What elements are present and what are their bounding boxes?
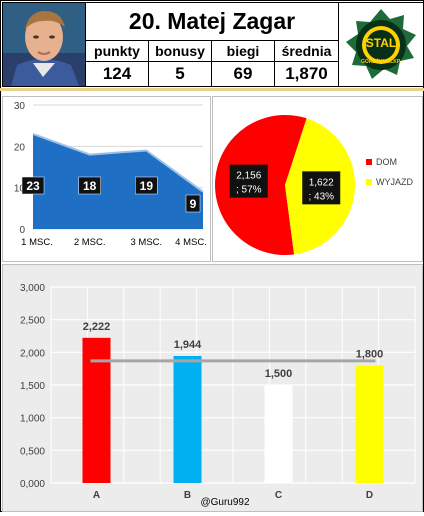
bar-x-tick-label: A <box>93 490 100 501</box>
player-photo <box>2 2 86 87</box>
pie-data-label-percent: ; 43% <box>308 191 334 202</box>
area-x-tick-label: 1 MSC. <box>21 237 53 248</box>
pie-data-label: 2,156 ; 57% <box>229 164 268 198</box>
area-data-label: 9 <box>185 194 201 213</box>
area-series <box>33 133 203 229</box>
bar-y-tick-label: 1,000 <box>20 414 45 425</box>
col-header-punkty: punkty <box>85 40 149 62</box>
area-data-label-box <box>21 176 45 195</box>
bar-data-label: 1,800 <box>356 348 384 360</box>
bar-x-tick-label: B <box>184 490 191 501</box>
value-punkty: 124 <box>85 61 149 87</box>
area-x-tick-label: 3 MSC. <box>130 237 162 248</box>
watermark: @Guru992 <box>200 497 250 508</box>
area-data-label-box <box>135 176 158 195</box>
area-y-tick-label: 10 <box>14 184 26 195</box>
pie-legend-swatch <box>366 159 372 165</box>
area-data-label: 19 <box>135 176 158 195</box>
area-y-tick-label: 0 <box>19 225 25 236</box>
value-srednia: 1,870 <box>274 61 339 87</box>
col-header-bonusy: bonusy <box>148 40 212 62</box>
bar-chart-panel: 2,222 1,944 1,500 1,800 0,000 0,500 1,000 1,50… <box>2 264 423 512</box>
pie-chart-panel: 2,156 ; 57% 1,622 ; 43% DOM WYJAZD <box>212 96 423 262</box>
area-data-label-text: 9 <box>190 197 197 211</box>
pie-data-label-value: 2,156 <box>236 171 261 182</box>
area-data-label-box <box>185 194 201 213</box>
pie-data-label-value: 1,622 <box>309 177 334 188</box>
area-data-label-box <box>78 176 101 195</box>
bar-y-tick-label: 2,000 <box>20 348 45 359</box>
bar-y-tick-label: 0,000 <box>20 479 45 490</box>
area-data-label: 18 <box>78 176 101 195</box>
area-series-line <box>32 132 204 193</box>
bar-b <box>173 355 202 483</box>
bar-c <box>264 385 293 483</box>
logo-text: STAL <box>366 36 396 50</box>
club-logo: STAL GORZÓW WLKP. <box>338 2 424 87</box>
col-header-biegi: biegi <box>211 40 275 62</box>
bar-y-tick-label: 3,000 <box>20 283 45 294</box>
area-y-tick-label: 20 <box>14 142 26 153</box>
area-x-tick-label: 2 MSC. <box>74 237 106 248</box>
pie-data-label-percent: ; 57% <box>236 185 262 196</box>
header: 20. Matej Zagar punkty bonusy biegi śred… <box>0 0 424 91</box>
pie-chart: 2,156 ; 57% 1,622 ; 43% DOM WYJAZD <box>215 115 413 255</box>
bar-y-tick-label: 2,500 <box>20 316 45 327</box>
bar-x-tick-label: D <box>366 490 373 501</box>
area-chart-panel: 0 10 20 30 1 MSC. 2 MSC. 3 MSC. 4 MSC. 23 18 19 9 <box>2 96 211 262</box>
area-chart: 0 10 20 30 1 MSC. 2 MSC. 3 MSC. 4 MSC. 23 18 19 9 <box>14 101 207 248</box>
bar-y-tick-label: 1,500 <box>20 381 45 392</box>
bar-data-label: 1,500 <box>265 368 293 380</box>
pie-data-label-box <box>302 171 341 205</box>
bar-x-tick-label: C <box>275 490 282 501</box>
area-y-tick-label: 30 <box>14 101 26 112</box>
value-bonusy: 5 <box>148 61 212 87</box>
bar-chart: 2,222 1,944 1,500 1,800 0,000 0,500 1,000 1,50… <box>20 283 416 508</box>
value-biegi: 69 <box>211 61 275 87</box>
player-name: 20. Matej Zagar <box>85 2 339 41</box>
pie-legend-label: DOM <box>376 157 397 167</box>
area-x-tick-label: 4 MSC. <box>175 237 207 248</box>
area-data-label-text: 18 <box>83 179 97 193</box>
area-data-label-text: 23 <box>26 179 40 193</box>
pie-data-label-box <box>229 164 268 198</box>
logo-subtext: GORZÓW WLKP. <box>361 57 402 65</box>
pie-data-label: 1,622 ; 43% <box>302 171 341 205</box>
area-data-label: 23 <box>21 176 45 195</box>
area-data-label-text: 19 <box>140 179 154 193</box>
bar-data-label: 1,944 <box>174 339 202 351</box>
pie-legend-swatch <box>366 179 372 185</box>
bar-data-label: 2,222 <box>83 321 111 333</box>
bar-d <box>355 365 384 483</box>
col-header-srednia: średnia <box>274 40 339 62</box>
header-divider <box>0 88 424 91</box>
bar-y-tick-label: 0,500 <box>20 446 45 457</box>
pie-legend-label: WYJAZD <box>376 177 413 187</box>
